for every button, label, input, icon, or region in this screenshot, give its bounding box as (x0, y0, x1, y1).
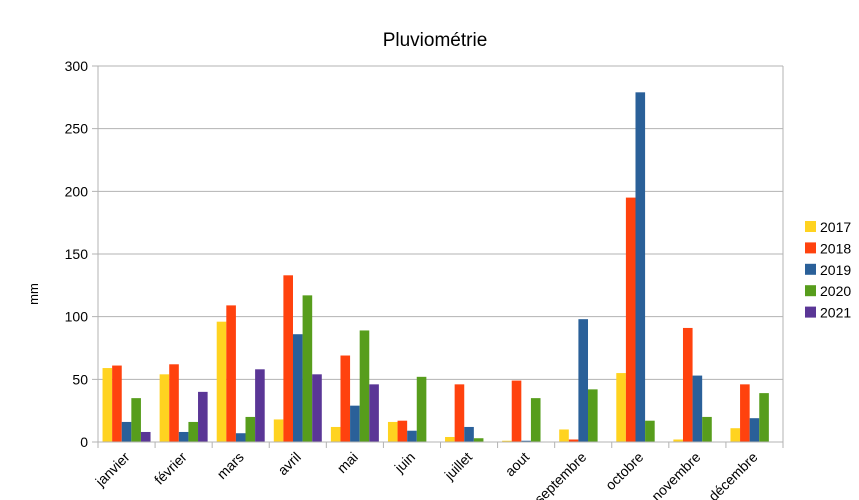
x-category-label: aout (502, 449, 533, 480)
bar-2017-octobre (616, 373, 626, 442)
x-category-label: septembre (531, 449, 589, 500)
chart-title: Pluviométrie (383, 30, 488, 51)
bar-2017-septembre (559, 429, 569, 442)
gridlines (92, 65, 783, 443)
bar-2018-novembre (682, 327, 693, 442)
bar-2020-janvier (131, 398, 141, 442)
bar-2019-décembre (749, 418, 760, 442)
bar-2019-juillet (464, 426, 474, 442)
bar-2018-juillet (454, 384, 465, 442)
bar-2020-avril (302, 295, 313, 442)
x-category-label: février (151, 449, 190, 488)
bar-2019-septembre (578, 319, 589, 442)
x-axis-categories: janvier février mars avril mai juin juillet aou… (91, 449, 760, 500)
bars (102, 92, 769, 442)
y-tick-label: 0 (80, 434, 88, 450)
bar-2021-avril (312, 374, 322, 442)
bar-2020-juin (416, 376, 427, 442)
bar-2021-janvier (140, 431, 151, 442)
y-axis-ticks: 0 50 100 150 200 250 300 (65, 58, 89, 450)
y-tick-label: 100 (65, 309, 89, 325)
bar-2018-janvier (112, 365, 122, 442)
legend-label-2018: 2018 (820, 240, 851, 256)
bar-2019-janvier (121, 421, 132, 442)
bar-2020-mars (245, 416, 256, 442)
bar-2018-avril (283, 275, 293, 442)
legend-label-2020: 2020 (820, 283, 851, 299)
bar-2017-juin (387, 421, 398, 442)
bar-2017-juillet (445, 436, 455, 442)
legend-label-2017: 2017 (820, 219, 851, 235)
bar-2017-aout (502, 440, 512, 442)
bar-2017-mars (216, 321, 227, 442)
legend-label-2021: 2021 (820, 305, 851, 321)
bar-2018-octobre (625, 197, 636, 442)
legend-swatch-2020 (805, 285, 816, 297)
x-category-label: novembre (648, 449, 703, 500)
y-tick-label: 300 (65, 58, 89, 74)
bar-2018-aout (511, 380, 522, 442)
x-category-label: décembre (705, 449, 760, 500)
bar-2020-décembre (759, 393, 769, 442)
bar-2019-avril (292, 334, 303, 442)
bar-2019-mars (235, 433, 246, 442)
bar-2018-décembre (740, 384, 750, 442)
bar-2017-avril (273, 419, 284, 442)
y-tick-label: 50 (72, 371, 88, 387)
bar-2020-mai (359, 330, 370, 442)
x-category-label: mai (334, 449, 361, 476)
bar-2018-mai (340, 355, 351, 442)
bar-2020-septembre (588, 389, 598, 442)
bar-2020-novembre (702, 416, 712, 442)
bar-2018-juin (397, 420, 408, 442)
legend-label-2019: 2019 (820, 262, 851, 278)
x-category-label: juillet (441, 449, 476, 484)
bar-2020-juillet (473, 438, 484, 442)
legend-swatch-2021 (805, 306, 816, 318)
bar-2021-mars (255, 369, 265, 442)
legend-swatch-2017 (805, 221, 816, 232)
x-category-label: octobre (602, 449, 646, 493)
bar-2021-février (198, 391, 208, 442)
bar-2020-octobre (645, 420, 655, 442)
x-category-label: avril (274, 449, 303, 478)
bar-2019-aout (521, 440, 531, 442)
legend: 2017 2018 2019 2020 2021 (805, 219, 851, 321)
bar-2017-novembre (673, 439, 683, 442)
y-tick-label: 250 (65, 121, 89, 137)
bar-2017-février (159, 374, 170, 442)
y-tick-label: 200 (65, 183, 89, 199)
bar-2017-janvier (102, 368, 113, 442)
x-category-label: juin (391, 449, 418, 476)
bar-2020-aout (530, 398, 541, 442)
y-axis-label: mm (26, 283, 41, 305)
bar-2019-février (178, 431, 189, 442)
legend-swatch-2019 (805, 263, 816, 275)
bar-2019-octobre (635, 92, 646, 442)
bar-2018-mars (226, 305, 236, 442)
bar-2020-février (188, 421, 199, 442)
x-category-label: mars (214, 449, 247, 482)
bar-2017-décembre (730, 428, 741, 442)
y-tick-label: 150 (65, 246, 89, 262)
bar-2018-septembre (568, 439, 579, 442)
bar-2019-novembre (692, 375, 703, 442)
bar-2021-mai (369, 384, 379, 442)
axes (97, 66, 784, 448)
x-category-label: janvier (91, 449, 132, 490)
bar-2018-février (169, 364, 179, 442)
bar-2017-mai (330, 426, 341, 442)
bar-2019-mai (350, 405, 360, 442)
bar-2019-juin (407, 430, 417, 442)
legend-swatch-2018 (805, 242, 816, 254)
